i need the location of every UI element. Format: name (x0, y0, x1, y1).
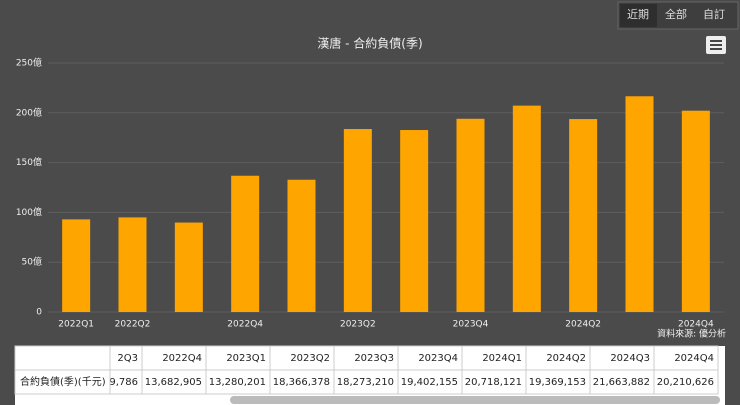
column-header: 2024Q4 (674, 353, 714, 364)
table-value: 19,369,153 (529, 377, 586, 388)
bar (231, 175, 260, 312)
column-header: 2023Q4 (418, 353, 458, 364)
y-tick-label: 150億 (16, 156, 42, 168)
range-button[interactable]: 近期 (627, 8, 649, 21)
range-button[interactable]: 全部 (665, 7, 687, 21)
range-button[interactable]: 自訂 (703, 7, 725, 21)
bar (569, 119, 598, 312)
column-header: 2Q3 (117, 353, 138, 364)
table-value: 18,273,210 (337, 377, 394, 388)
table-value: 20,210,626 (657, 377, 714, 388)
table-value: 19,402,155 (401, 377, 458, 388)
table-cell (653, 369, 719, 395)
table-bg (15, 346, 725, 405)
active-button-bg (620, 4, 657, 27)
bar (62, 219, 91, 312)
table-value: 13,682,905 (145, 377, 202, 388)
y-tick-label: 50億 (22, 256, 42, 268)
bar (512, 105, 541, 312)
x-tick-label: 2022Q1 (58, 320, 94, 330)
x-tick-label: 2022Q4 (227, 320, 263, 330)
table-value: 9,786 (109, 377, 138, 388)
x-tick-label: 2023Q4 (453, 320, 489, 330)
column-header: 2023Q2 (290, 353, 330, 364)
column-header: 2024Q1 (482, 353, 522, 364)
bar (681, 110, 710, 312)
y-tick-label: 250億 (16, 57, 42, 69)
bar (287, 179, 316, 312)
x-tick-label: 2022Q2 (115, 320, 151, 330)
column-header: 2024Q2 (546, 353, 586, 364)
scrollbar[interactable] (230, 396, 720, 404)
y-tick-label: 100億 (16, 206, 42, 218)
table-value: 21,663,882 (593, 377, 650, 388)
row-label: 合約負債(季)(千元) (20, 375, 106, 388)
bar (174, 222, 203, 312)
bar (456, 118, 485, 312)
table-value: 18,366,378 (273, 377, 330, 388)
source: 資料來源: 優分析 (657, 328, 726, 340)
menu-icon[interactable] (706, 36, 726, 54)
column-header: 2023Q1 (226, 353, 266, 364)
bar (343, 129, 372, 312)
table-value: 13,280,201 (209, 377, 266, 388)
bar (118, 217, 147, 312)
column-header: 2022Q4 (162, 353, 202, 364)
x-tick-label: 2024Q4 (678, 320, 714, 330)
bar (625, 96, 654, 312)
chart-title: 漢唐 - 合約負債(季) (317, 36, 422, 51)
table-value: 20,718,121 (465, 377, 522, 388)
x-tick-label: 2023Q2 (340, 320, 376, 330)
x-tick-label: 2024Q2 (565, 320, 601, 330)
column-header: 2024Q3 (610, 353, 650, 364)
bar (400, 130, 429, 312)
y-tick-label: 0 (36, 308, 42, 318)
column-header: 2023Q3 (354, 353, 394, 364)
table-cell (14, 369, 111, 395)
y-tick-label: 200億 (16, 106, 42, 118)
